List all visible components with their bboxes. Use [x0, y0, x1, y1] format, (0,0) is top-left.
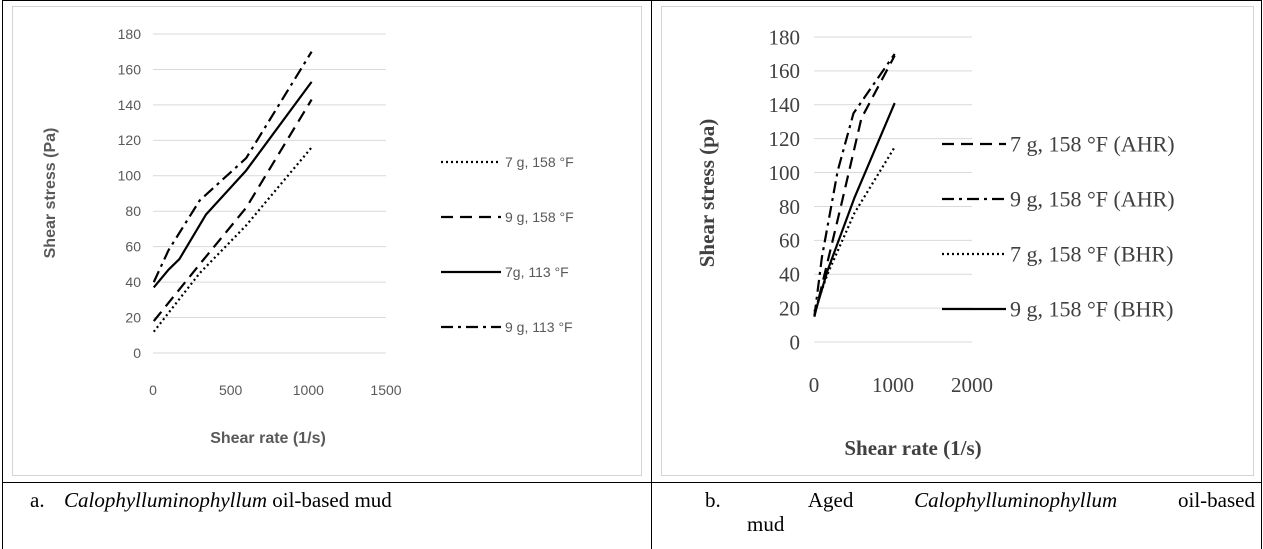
y-tick-label: 20: [779, 296, 800, 320]
y-tick-label: 80: [779, 195, 800, 219]
x-tick-label: 1000: [872, 373, 914, 397]
series-line-4: [813, 102, 896, 316]
x-tick-label: 0: [149, 382, 157, 398]
series-line-2: [813, 53, 896, 317]
y-tick-label: 80: [125, 203, 141, 219]
y-tick-label: 160: [118, 61, 142, 77]
caption-b-species: Calophylluminophyllum: [914, 488, 1118, 512]
y-axis-title: Shear stress (Pa): [42, 128, 59, 259]
chart-b-area: 0 20 40 60 80 100 120 140 160 180 0 1000 2000 Shear r…: [661, 6, 1254, 476]
y-tick-label: 160: [769, 59, 801, 83]
chart-a: 0 20 40 60 80 100 120 140 160 180 0 500 1000 1500 Shea…: [42, 26, 574, 447]
chart-a-area: 0 20 40 60 80 100 120 140 160 180 0 500 1000 1500 Shea…: [12, 6, 642, 476]
legend-label-2: 9 g, 158 °F (AHR): [1010, 187, 1175, 212]
y-tick-label: 180: [769, 25, 801, 49]
caption-b-marker: b.: [705, 488, 721, 512]
x-axis-title: Shear rate (1/s): [844, 436, 981, 460]
y-tick-label: 100: [769, 161, 801, 185]
x-tick-label: 0: [809, 373, 820, 397]
series-line-1: [152, 146, 313, 333]
series-line-2: [152, 99, 313, 322]
series-line-3: [813, 146, 896, 312]
chart-b: 0 20 40 60 80 100 120 140 160 180 0 1000 2000 Shear r…: [695, 25, 1175, 460]
caption-b-rest: oil-based: [1177, 488, 1255, 512]
table-border-row: [2, 482, 1262, 483]
caption-a: a. Calophylluminophyllum oil-based mud: [30, 488, 392, 512]
y-axis-title: Shear stress (pa): [695, 119, 719, 268]
caption-b-word1: Aged: [807, 488, 854, 512]
y-tick-label: 180: [118, 26, 142, 42]
series-line-4: [152, 51, 313, 283]
y-tick-label: 0: [790, 330, 801, 354]
table-border-middle: [651, 0, 652, 549]
legend-label-3: 7 g, 158 °F (BHR): [1010, 242, 1173, 267]
y-tick-label: 120: [769, 127, 801, 151]
caption-a-species: Calophylluminophyllum: [64, 488, 267, 512]
y-tick-label: 0: [133, 345, 141, 361]
caption-a-rest: oil-based mud: [267, 488, 392, 512]
y-tick-label: 120: [118, 132, 142, 148]
x-tick-label: 2000: [951, 373, 993, 397]
legend-label-1: 7 g, 158 °F (AHR): [1010, 132, 1175, 157]
legend-label-2: 9 g, 158 °F: [505, 209, 574, 225]
y-tick-label: 40: [779, 263, 800, 287]
y-tick-label: 60: [125, 239, 141, 255]
y-tick-label: 100: [118, 168, 142, 184]
caption-a-marker: a.: [30, 488, 45, 512]
y-tick-label: 40: [125, 274, 141, 290]
legend-label-1: 7 g, 158 °F: [505, 154, 574, 170]
x-tick-label: 1000: [293, 382, 324, 398]
y-tick-label: 140: [118, 97, 142, 113]
series-line-3: [152, 81, 313, 289]
x-axis-title: Shear rate (1/s): [210, 430, 326, 447]
table-border-top: [2, 0, 1262, 1]
legend-label-3: 7g, 113 °F: [505, 264, 569, 280]
y-tick-label: 60: [779, 229, 800, 253]
caption-b-line2: mud: [747, 512, 785, 536]
caption-b: b. Aged Calophylluminophyllum oil-based …: [705, 488, 1255, 536]
y-tick-label: 140: [769, 93, 801, 117]
table-border-right: [1261, 0, 1262, 549]
x-tick-label: 500: [219, 382, 243, 398]
legend-label-4: 9 g, 113 °F: [505, 319, 573, 335]
x-tick-label: 1500: [370, 382, 401, 398]
legend-label-4: 9 g, 158 °F (BHR): [1010, 297, 1173, 322]
table-border-left: [2, 0, 3, 549]
y-tick-label: 20: [125, 309, 141, 325]
